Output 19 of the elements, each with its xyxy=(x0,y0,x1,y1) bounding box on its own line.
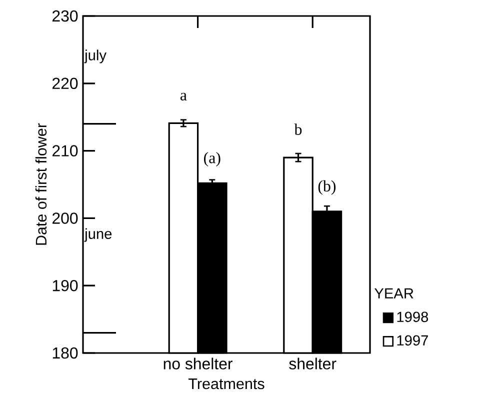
y-tick-label: 180 xyxy=(52,347,78,359)
legend-label: 1997 xyxy=(397,335,428,346)
x-axis-title: Treatments xyxy=(188,378,264,390)
x-tick-label: no shelter xyxy=(164,358,233,370)
y-tick-label: 220 xyxy=(52,78,78,90)
legend-label: 1998 xyxy=(397,312,428,322)
annotation: a xyxy=(180,92,187,100)
y-tick-label: 210 xyxy=(52,145,78,156)
annotation: (b) xyxy=(318,180,336,195)
x-tick-label: shelter xyxy=(289,358,336,370)
y-tick-label: 230 xyxy=(52,10,78,22)
annotation: (a) xyxy=(204,152,220,166)
y-axis-title: Date of first flower xyxy=(35,123,47,245)
legend-title: YEAR xyxy=(374,288,414,298)
y-tick-label: 190 xyxy=(52,280,78,292)
annotation: june xyxy=(84,228,112,242)
y-tick-label: 200 xyxy=(52,212,78,224)
annotation: b xyxy=(294,124,302,135)
annotation: july xyxy=(84,50,106,64)
